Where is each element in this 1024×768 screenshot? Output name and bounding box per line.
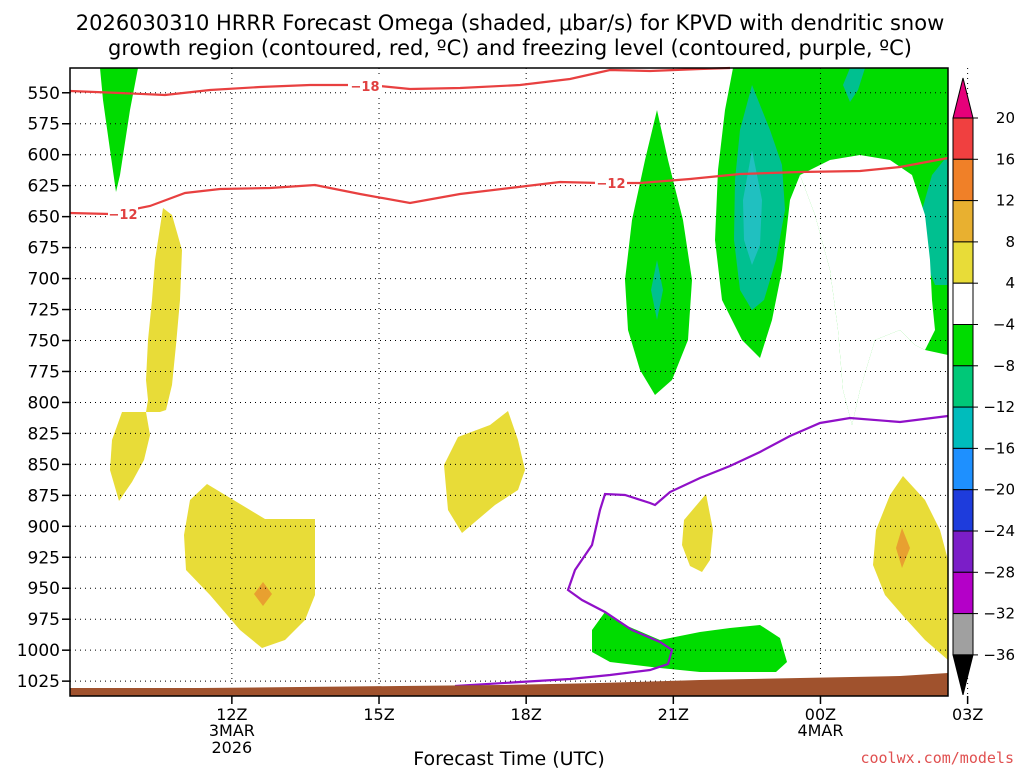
colorbar-swatch	[952, 406, 974, 449]
colorbar: 20 16 12 8 4 −4 −8 −12 −16 −20 −24 −28 −32 −36	[952, 77, 1015, 696]
colorbar-tick-label: −28	[983, 563, 1015, 581]
omega-shading	[100, 68, 948, 672]
omega-region-yellow-lower-left-blob	[184, 484, 315, 648]
colorbar-tick-label: 8	[1005, 233, 1015, 251]
pressure-tick-label: 1025	[17, 672, 60, 692]
colorbar-tick-label: 20	[996, 109, 1015, 127]
pressure-tick-label: 550	[28, 84, 60, 104]
pressure-tick-label: 925	[28, 548, 60, 568]
time-tick-label: 00Z	[805, 705, 836, 724]
time-tick-label: 03Z	[952, 705, 983, 724]
colorbar-tick-label: −24	[983, 522, 1015, 540]
chart-title-line2: growth region (contoured, red, ºC) and f…	[108, 36, 912, 60]
time-tick-date: 4MAR	[797, 721, 843, 740]
pressure-tick-label: 800	[28, 393, 60, 413]
terrain-surface	[70, 673, 948, 696]
colorbar-swatch	[952, 530, 974, 573]
freezing-level-contour	[454, 414, 949, 688]
plot-area: −18 −12 −12	[69, 66, 969, 697]
omega-region-green-21z-column	[625, 110, 692, 395]
chart-title-line1: 2026030310 HRRR Forecast Omega (shaded, …	[76, 11, 945, 35]
colorbar-swatch	[952, 282, 974, 326]
x-axis-label: Forecast Time (UTC)	[413, 748, 604, 768]
dgz-label-bg-lower-right	[595, 175, 627, 191]
pressure-tick-label: 950	[28, 579, 60, 599]
pressure-axis: 550 575 600 625 650 675 700 725 750 775 800 825 850 8…	[17, 84, 70, 692]
omega-region-yellow-right	[873, 476, 948, 660]
colorbar-tick-label: −8	[993, 357, 1015, 375]
colorbar-top-arrow	[952, 77, 974, 119]
colorbar-tick-label: −36	[983, 646, 1015, 664]
colorbar-tick-label: −32	[983, 605, 1015, 623]
time-tick-date: 3MAR	[209, 721, 255, 740]
colorbar-swatch	[952, 324, 974, 367]
omega-region-teal-right-top	[843, 68, 865, 102]
colorbar-tick-label: 12	[996, 192, 1015, 210]
pressure-tick-label: 775	[28, 362, 60, 382]
colorbar-swatch	[952, 447, 974, 491]
time-tick-year: 2026	[212, 738, 253, 757]
pressure-tick-label: 700	[28, 270, 60, 290]
colorbar-swatch	[952, 200, 974, 243]
omega-region-orange-left	[254, 582, 272, 606]
plot-frame	[69, 67, 949, 697]
colorbar-swatch	[952, 571, 974, 615]
pressure-tick-label: 875	[28, 486, 60, 506]
pressure-tick-label: 625	[28, 177, 60, 197]
colorbar-swatch	[952, 613, 974, 656]
time-tick-label: 18Z	[511, 705, 542, 724]
colorbar-tick-label: 16	[996, 150, 1015, 168]
omega-region-yellow-mid	[444, 411, 525, 533]
pressure-tick-label: 600	[28, 146, 60, 166]
colorbar-tick-label: −20	[983, 481, 1015, 499]
time-tick-label: 15Z	[363, 705, 394, 724]
colorbar-tick-label: −4	[993, 316, 1015, 334]
omega-region-cyan-right-core	[743, 150, 762, 265]
colorbar-swatch	[952, 241, 974, 284]
pressure-tick-label: 850	[28, 455, 60, 475]
pressure-tick-label: 575	[28, 115, 60, 135]
dgz-label-lower-right: −12	[597, 177, 626, 192]
omega-region-yellow-left-lower	[110, 412, 150, 501]
omega-region-white-gap	[800, 155, 935, 425]
dgz-contour-minus18	[69, 66, 731, 97]
pressure-tick-label: 975	[28, 610, 60, 630]
colorbar-tick-label: −12	[983, 398, 1015, 416]
credit-text: coolwx.com/models	[860, 749, 1014, 767]
omega-region-yellow-left-column	[146, 208, 182, 412]
omega-region-yellow-small	[682, 494, 713, 572]
dgz-contours: −18 −12 −12	[69, 66, 949, 223]
dgz-label-lower-left: −12	[109, 208, 138, 223]
colorbar-tick-label: 4	[1005, 274, 1015, 292]
pressure-tick-label: 725	[28, 301, 60, 321]
omega-region-teal-21z	[651, 260, 663, 320]
dgz-label-upper: −18	[351, 80, 380, 95]
colorbar-swatch	[952, 158, 974, 202]
pressure-tick-label: 675	[28, 239, 60, 259]
time-tick-label: 12Z	[216, 705, 247, 724]
dgz-contour-minus12	[69, 156, 949, 216]
time-tick-label: 21Z	[658, 705, 689, 724]
omega-region-green-upper-left	[100, 68, 138, 192]
pressure-tick-label: 650	[28, 208, 60, 228]
dgz-label-bg-lower-left	[108, 206, 138, 222]
colorbar-bottom-arrow	[952, 654, 974, 696]
colorbar-swatch	[952, 117, 974, 160]
colorbar-swatch	[952, 489, 974, 532]
colorbar-tick-label: −16	[983, 439, 1015, 457]
pressure-tick-label: 1000	[17, 641, 60, 661]
omega-region-green-low-level	[592, 612, 787, 672]
pressure-tick-label: 900	[28, 517, 60, 537]
omega-region-orange-right	[896, 528, 910, 568]
colorbar-swatch	[952, 365, 974, 408]
dgz-label-bg-upper	[348, 78, 382, 94]
pressure-tick-label: 750	[28, 332, 60, 352]
pressure-tick-label: 825	[28, 424, 60, 444]
